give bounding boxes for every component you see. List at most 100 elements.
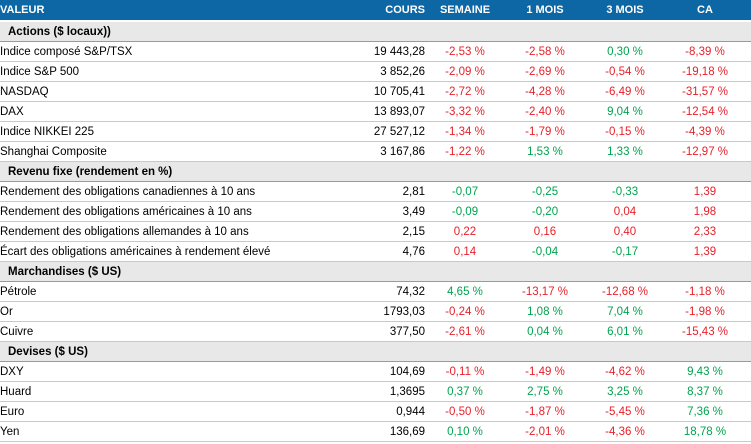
pct-value: -0,25 [505,181,585,202]
pct-value: 1,39 [665,241,745,262]
cours-value: 3,49 [346,201,425,222]
table-body: Actions ($ locaux)) Indice composé S&P/TS… [0,21,751,442]
pct-value: 9,04 % [585,101,665,122]
row-spacer [745,41,751,62]
pct-value: 0,10 % [425,421,505,442]
pct-value: -4,39 % [665,121,745,142]
pct-value: 1,53 % [505,141,585,162]
cours-value: 13 893,07 [346,101,425,122]
row-spacer [745,241,751,262]
column-header-3mois: 3 MOIS [585,0,665,22]
pct-value: 2,75 % [505,381,585,402]
table-row: DAX 13 893,07 -3,32 % -2,40 % 9,04 % -12,54 % [0,101,751,122]
pct-value: -2,72 % [425,81,505,102]
pct-value: -0,24 % [425,301,505,322]
pct-value: 0,40 [585,221,665,242]
header-spacer [745,0,751,22]
row-label: Écart des obligations américaines à rend… [0,241,346,262]
pct-value: -0,50 % [425,401,505,422]
pct-value: 18,78 % [665,421,745,442]
row-label: Or [0,301,346,322]
row-label: DAX [0,101,346,122]
column-header-semaine: SEMAINE [425,0,505,22]
row-label: Rendement des obligations canadiennes à … [0,181,346,202]
pct-value: -4,28 % [505,81,585,102]
pct-value: -6,49 % [585,81,665,102]
section-header-row: Actions ($ locaux)) [0,21,751,42]
pct-value: -0,20 [505,201,585,222]
row-spacer [745,321,751,342]
row-label: Indice composé S&P/TSX [0,41,346,62]
row-spacer [745,121,751,142]
pct-value: -2,09 % [425,61,505,82]
table-row: Huard 1,3695 0,37 % 2,75 % 3,25 % 8,37 % [0,381,751,402]
pct-value: 1,39 [665,181,745,202]
cours-value: 1,3695 [346,381,425,402]
cours-value: 0,944 [346,401,425,422]
row-label: Rendement des obligations américaines à … [0,201,346,222]
pct-value: -5,45 % [585,401,665,422]
pct-value: 2,33 [665,221,745,242]
pct-value: -0,09 [425,201,505,222]
cours-value: 4,76 [346,241,425,262]
cours-value: 104,69 [346,361,425,382]
pct-value: -2,40 % [505,101,585,122]
section-header-row: Marchandises ($ US) [0,261,751,282]
pct-value: -0,17 [585,241,665,262]
cours-value: 2,15 [346,221,425,242]
row-spacer [745,221,751,242]
section-label: Revenu fixe (rendement en %) [0,161,751,182]
pct-value: 0,30 % [585,41,665,62]
section-header-row: Devises ($ US) [0,341,751,362]
section-label: Marchandises ($ US) [0,261,751,282]
table-row: Indice composé S&P/TSX 19 443,28 -2,53 % -2… [0,41,751,62]
row-spacer [745,181,751,202]
table-row: Rendement des obligations allemandes à 1… [0,221,751,242]
cours-value: 27 527,12 [346,121,425,142]
pct-value: 0,16 [505,221,585,242]
pct-value: 1,08 % [505,301,585,322]
row-spacer [745,401,751,422]
row-label: Indice NIKKEI 225 [0,121,346,142]
pct-value: -2,58 % [505,41,585,62]
pct-value: -12,54 % [665,101,745,122]
column-header-1mois: 1 MOIS [505,0,585,22]
row-label: Rendement des obligations allemandes à 1… [0,221,346,242]
pct-value: -4,62 % [585,361,665,382]
pct-value: 0,22 [425,221,505,242]
row-label: Indice S&P 500 [0,61,346,82]
table-row: Cuivre 377,50 -2,61 % 0,04 % 6,01 % -15,43 % [0,321,751,342]
pct-value: 4,65 % [425,281,505,302]
column-header-valeur: VALEUR [0,0,346,22]
row-spacer [745,381,751,402]
row-spacer [745,81,751,102]
row-label: Yen [0,421,346,442]
row-label: DXY [0,361,346,382]
pct-value: -1,87 % [505,401,585,422]
pct-value: -15,43 % [665,321,745,342]
cours-value: 3 852,26 [346,61,425,82]
pct-value: 7,36 % [665,401,745,422]
pct-value: -12,97 % [665,141,745,162]
pct-value: 0,14 [425,241,505,262]
pct-value: -0,11 % [425,361,505,382]
pct-value: -2,69 % [505,61,585,82]
table-row: Shanghai Composite 3 167,86 -1,22 % 1,53 % 1… [0,141,751,162]
pct-value: -2,61 % [425,321,505,342]
cours-value: 19 443,28 [346,41,425,62]
table-row: DXY 104,69 -0,11 % -1,49 % -4,62 % 9,43 % [0,361,751,382]
column-header-cours: COURS [346,0,425,22]
pct-value: 3,25 % [585,381,665,402]
row-label: Huard [0,381,346,402]
pct-value: -1,79 % [505,121,585,142]
row-spacer [745,201,751,222]
table-row: Pétrole 74,32 4,65 % -13,17 % -12,68 % -1,18 … [0,281,751,302]
row-spacer [745,101,751,122]
pct-value: -0,54 % [585,61,665,82]
cours-value: 136,69 [346,421,425,442]
column-header-ca: CA [665,0,745,22]
row-label: Pétrole [0,281,346,302]
cours-value: 10 705,41 [346,81,425,102]
pct-value: 1,98 [665,201,745,222]
pct-value: 0,04 [585,201,665,222]
